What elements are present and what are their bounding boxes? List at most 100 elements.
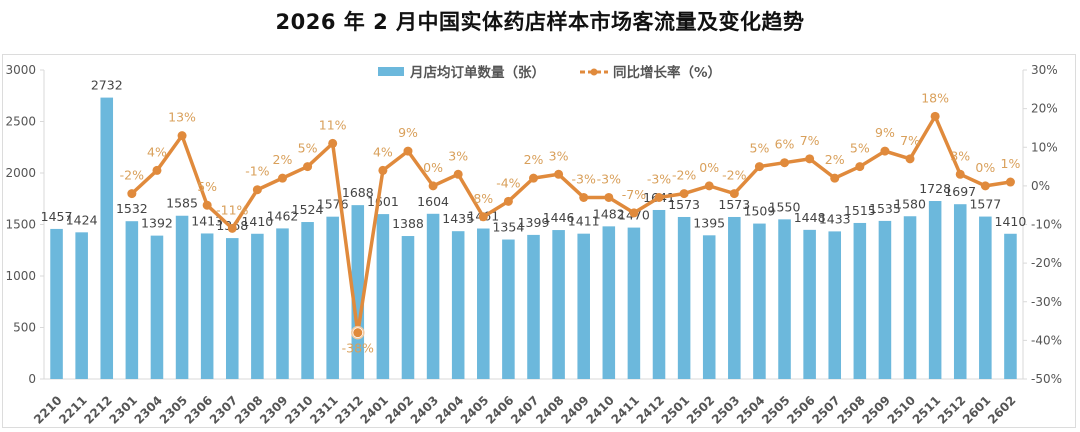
- x-tick-label: 2407: [508, 393, 542, 427]
- x-tick-label: 2401: [357, 393, 391, 427]
- bar-value-label: 1601: [367, 194, 399, 209]
- growth-line: [130, 114, 1011, 335]
- line-marker: [604, 192, 614, 202]
- percent-label: 1%: [1001, 156, 1021, 171]
- percent-label: 13%: [168, 110, 196, 125]
- bar: [451, 231, 465, 379]
- right-tick-label: -10%: [1031, 218, 1062, 232]
- percent-label: -2%: [722, 168, 746, 183]
- x-tick-label: 2505: [759, 393, 793, 427]
- percent-label: -1%: [245, 164, 269, 179]
- line-marker: [353, 328, 363, 338]
- percent-label: -2%: [672, 168, 696, 183]
- bar: [803, 229, 816, 379]
- x-tick-label: 2508: [834, 393, 868, 427]
- bar-value-label: 1388: [392, 216, 424, 231]
- x-tick-label: 2506: [784, 393, 818, 427]
- line-marker: [679, 189, 689, 199]
- x-tick-label: 2310: [282, 393, 316, 427]
- bar-value-label: 1435: [442, 211, 474, 226]
- bar: [477, 228, 490, 379]
- bar: [853, 222, 867, 379]
- bar: [728, 216, 741, 379]
- bar-value-label: 1448: [794, 210, 826, 225]
- percent-label: -2%: [120, 168, 144, 183]
- percent-label: 4%: [373, 144, 393, 159]
- bar: [527, 234, 540, 379]
- bar: [702, 235, 716, 379]
- line-marker: [152, 165, 162, 175]
- x-tick-label: 2406: [483, 393, 517, 427]
- bar: [602, 226, 616, 379]
- bar: [326, 216, 339, 379]
- x-tick-label: 2311: [307, 393, 341, 427]
- bar-value-label: 1524: [292, 202, 324, 217]
- bar-value-label: 1577: [969, 197, 1001, 212]
- bar-value-label: 1395: [693, 215, 725, 230]
- x-tick-label: 2212: [81, 393, 115, 427]
- bar: [577, 233, 590, 379]
- right-tick-label: 0%: [1031, 179, 1050, 193]
- bar-value-label: 1573: [668, 197, 700, 212]
- chart-frame: [2, 54, 1076, 428]
- line-marker: [227, 223, 237, 233]
- percent-label: 5%: [750, 141, 770, 156]
- x-tick-label: 2501: [659, 393, 693, 427]
- line-marker: [328, 138, 338, 148]
- legend-line-label: 同比增长率（%）: [613, 64, 721, 81]
- bar: [175, 215, 189, 379]
- bar-value-label: 1410: [241, 214, 273, 229]
- x-tick-label: 2509: [860, 393, 894, 427]
- percent-label: 5%: [850, 141, 870, 156]
- line-series: [127, 111, 1015, 340]
- bar: [627, 227, 641, 379]
- legend-bar-label: 月店均订单数量（张）: [409, 64, 545, 81]
- legend-line-marker: [590, 68, 598, 76]
- right-tick-label: 30%: [1031, 63, 1058, 77]
- line-marker: [1005, 177, 1015, 187]
- x-tick-label: 2307: [207, 393, 241, 427]
- bar: [552, 230, 565, 379]
- bar-value-label: 1482: [593, 206, 625, 221]
- bar: [251, 233, 264, 379]
- percent-label: 5%: [298, 141, 318, 156]
- x-tick-label: 2510: [885, 393, 919, 427]
- percent-label: 0%: [423, 160, 443, 175]
- line-marker: [277, 173, 287, 183]
- percent-label: 9%: [398, 125, 418, 140]
- percent-label: 7%: [800, 133, 820, 148]
- chart-title: 2026 年 2 月中国实体药店样本市场客流量及变化趋势: [275, 10, 805, 34]
- bar-value-label: 1728: [919, 181, 951, 196]
- left-tick-label: 500: [13, 321, 36, 335]
- bar: [50, 228, 63, 379]
- bar: [1004, 233, 1017, 379]
- legend: 月店均订单数量（张） 同比增长率（%）: [378, 64, 721, 81]
- bar: [677, 216, 691, 379]
- x-tick-label: 2504: [734, 393, 768, 427]
- line-marker: [930, 111, 940, 121]
- percent-label: -7%: [622, 187, 646, 202]
- right-tick-label: 10%: [1031, 140, 1058, 154]
- percent-label: 9%: [875, 125, 895, 140]
- percent-label: 0%: [975, 160, 995, 175]
- line-marker: [453, 169, 463, 179]
- line-marker: [579, 192, 589, 202]
- percent-label: 6%: [775, 137, 795, 152]
- percent-label: 5%: [197, 179, 217, 194]
- x-tick-label: 2309: [257, 393, 291, 427]
- bar: [200, 233, 214, 379]
- percent-label: 3%: [549, 148, 569, 163]
- bar-value-label: 1392: [141, 216, 173, 231]
- line-marker: [303, 162, 313, 172]
- x-tick-label: 2503: [709, 393, 743, 427]
- bar-value-label: 1532: [116, 201, 148, 216]
- left-tick-label: 2500: [5, 115, 36, 129]
- left-tick-label: 0: [28, 372, 36, 386]
- x-tick-label: 2301: [106, 393, 140, 427]
- line-marker: [127, 189, 137, 199]
- right-axis: -50% -40% -30% -20% -10% 0% 10% 20% 30%: [1022, 63, 1062, 386]
- bar-value-label: 1424: [66, 212, 98, 227]
- bar-value-label: 1462: [267, 208, 299, 223]
- percent-label: 8%: [473, 191, 493, 206]
